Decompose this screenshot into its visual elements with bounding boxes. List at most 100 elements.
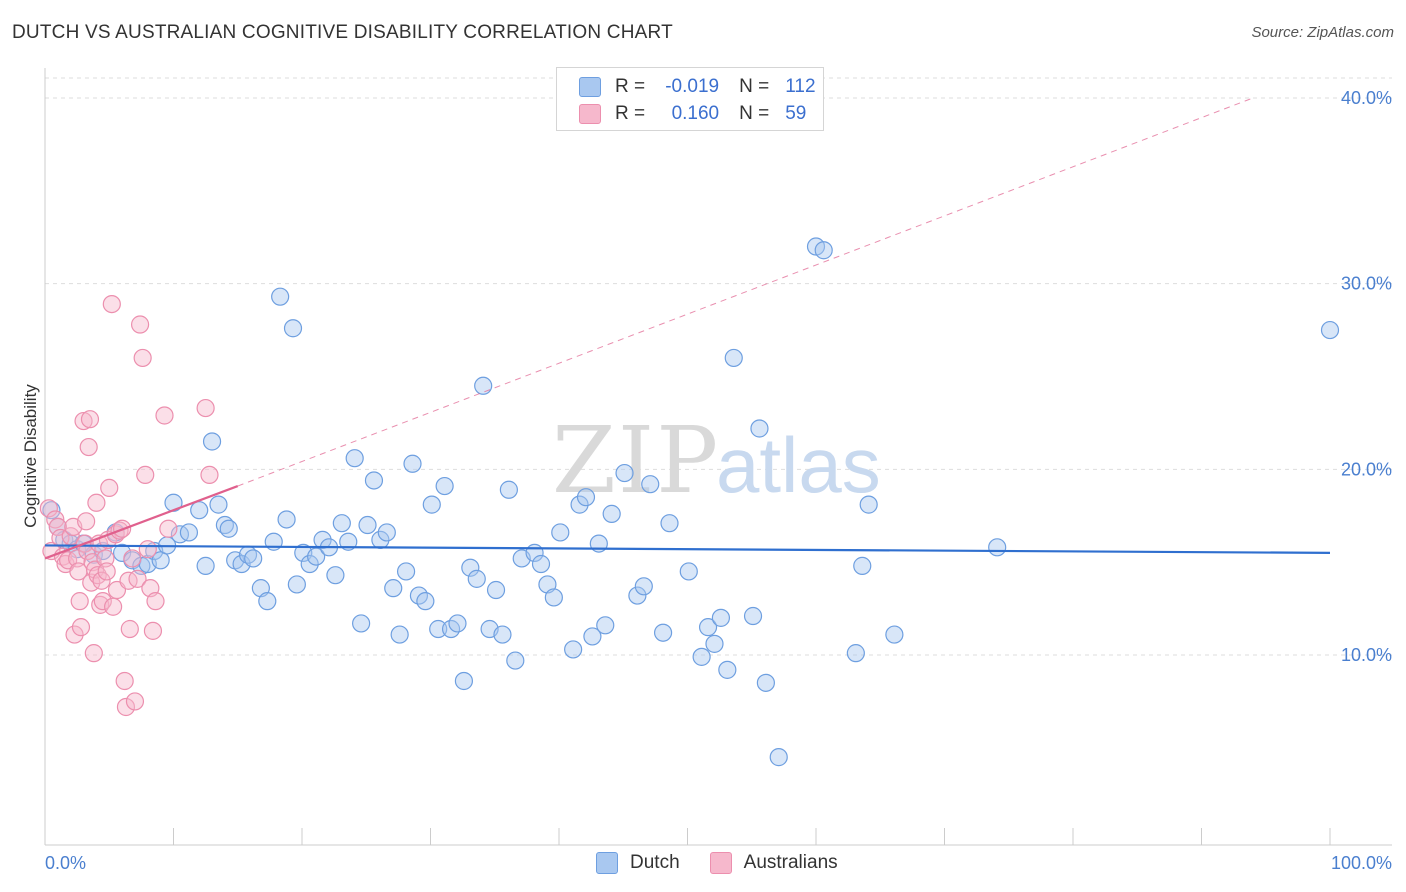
dutch-point [209,495,228,514]
dutch-point [1320,320,1340,340]
dutch-point [271,287,290,306]
dutch-point [384,579,403,598]
legend-row-dutch: R = -0.019 N = 112 [579,74,816,100]
dutch-point [326,566,345,585]
dutch-point [339,532,358,551]
dutch-legend-icon [596,852,618,874]
australians-point [48,517,67,536]
dutch-point [641,475,660,494]
australians-point [79,437,98,457]
legend-r-value: 0.160 [671,103,720,124]
dutch-point [660,514,679,533]
y-tick-labels: 10.0% 20.0% 30.0% 40.0% [1341,88,1392,665]
dutch-point [628,586,647,605]
dutch-point [718,660,737,679]
australians-point [104,597,123,616]
australians-point [143,621,163,640]
legend-n-value: 59 [785,103,807,124]
x-tick-label-0: 0.0% [45,853,86,873]
australians-point [116,697,136,717]
dutch-point [358,515,377,535]
dutch-swatch-icon [579,77,601,97]
dutch-point [474,376,493,395]
australians-point [159,519,178,538]
australians-point [68,549,87,568]
dutch-point [448,614,467,633]
australians-point [138,540,157,559]
australians-point [125,692,145,711]
dutch-point [756,673,775,692]
australians-point [46,510,65,529]
dutch-point [885,625,904,644]
australians-point [136,465,155,485]
australians-point [155,406,174,425]
australians-series [39,294,219,717]
dutch-point [277,510,296,529]
dutch-point [429,619,448,639]
australians-point [115,671,134,691]
dutch-point [988,538,1007,557]
y-tick-label-40: 40.0% [1341,88,1392,108]
legend-r-label: R = [615,103,646,124]
dutch-legend-label: Dutch [630,852,680,873]
dutch-point [750,419,769,438]
dutch-point [454,671,474,691]
dutch-point [493,625,512,644]
dutch-point [859,495,878,514]
watermark: ZIP atlas [552,407,881,514]
x-tick-label-100: 100.0% [1331,853,1392,873]
legend-row-australians: R = 0.160 N = 59 [579,101,806,127]
australians-point [133,348,152,368]
dutch-point [416,592,435,611]
dutch-point [596,616,615,635]
y-axis-title: Cognitive Disability [21,384,40,528]
australians-point [71,618,91,637]
australians-legend-icon [709,852,732,874]
dutch-point [244,549,263,568]
dutch-point [698,618,718,637]
dutch-point [179,523,199,542]
australians-point [130,315,150,334]
australians-point [59,551,78,570]
australians-point [77,512,96,531]
dutch-point [283,319,303,338]
dutch-point [531,554,551,574]
australians-point [96,549,115,568]
dutch-point [112,543,132,562]
australians-trend-line [44,485,239,560]
dutch-point [499,480,518,499]
dutch-trend-line [44,544,1331,554]
dutch-point [396,562,416,581]
y-tick-label-10: 10.0% [1341,645,1392,665]
dutch-point [634,577,653,596]
dutch-point [300,554,319,574]
australians-point [102,294,121,314]
dutch-point [602,504,621,523]
axis-layer [44,68,1392,846]
legend-r-label: R = [615,76,646,97]
australians-point [128,569,147,588]
dutch-point [364,471,384,490]
dutch-point [486,580,506,600]
dutch-point [313,530,332,549]
dutch-point [377,523,396,542]
dutch-point [219,519,238,538]
dutch-point [679,562,698,581]
legend-n-label: N = [739,76,770,97]
australians-trend-extension [237,97,1254,487]
australians-point [87,493,106,512]
dutch-point [170,525,190,544]
dutch-point [615,463,634,483]
legend-n-label: N = [739,103,770,124]
australians-point [123,549,142,568]
legend-n-value: 112 [785,76,816,97]
dutch-point [769,748,788,767]
australians-swatch-icon [579,104,601,124]
australians-legend-label: Australians [743,852,838,873]
dutch-point [258,592,277,611]
y-tick-label-30: 30.0% [1341,274,1392,294]
dutch-point [544,588,563,607]
dutch-point [576,488,596,507]
australians-point [84,644,103,663]
